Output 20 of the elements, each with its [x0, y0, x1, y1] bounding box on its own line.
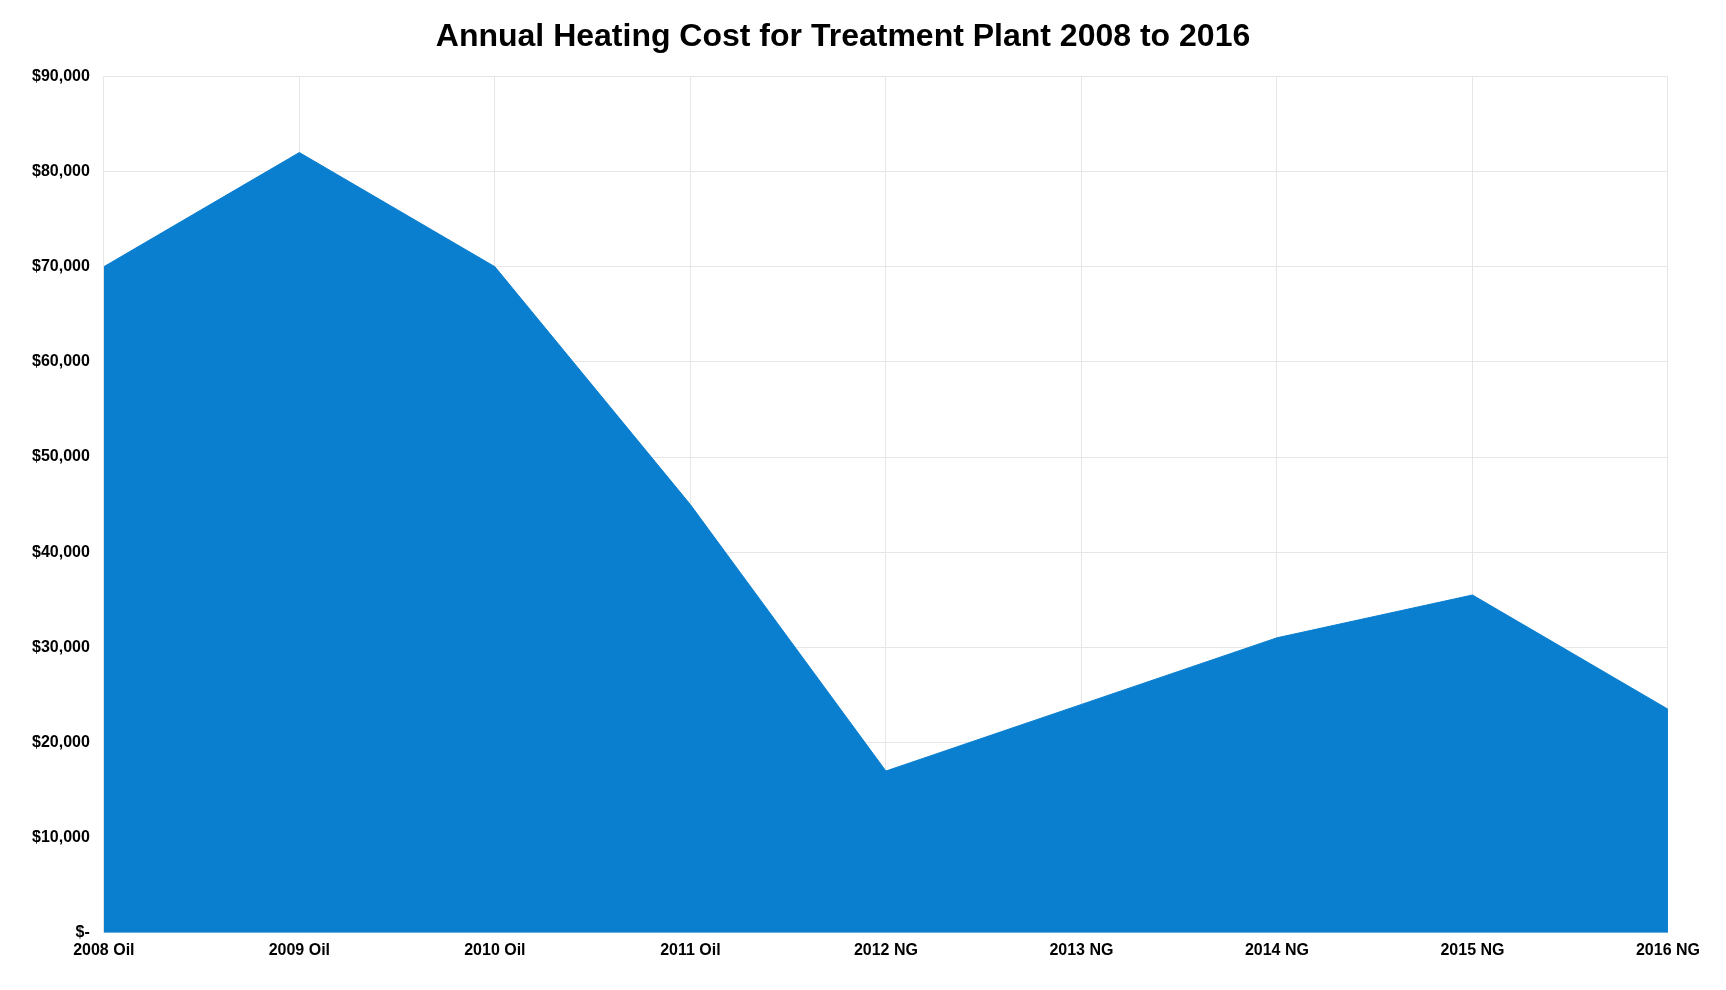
y-tick-label: $50,000 — [31, 447, 90, 465]
x-tick-label: 2008 Oil — [73, 940, 135, 958]
y-tick-label: $60,000 — [31, 352, 90, 370]
x-tick-label: 2016 NG — [1635, 940, 1700, 958]
x-tick-label: 2015 NG — [1440, 940, 1505, 958]
y-tick-label: $90,000 — [31, 66, 90, 84]
x-tick-label: 2011 Oil — [660, 940, 721, 958]
y-tick-label: $30,000 — [31, 637, 90, 655]
y-tick-label: $10,000 — [31, 828, 90, 846]
x-tick-label: 2010 Oil — [464, 940, 526, 958]
x-tick-label: 2014 NG — [1244, 940, 1309, 958]
y-tick-label: $40,000 — [31, 542, 90, 560]
y-tick-label: $20,000 — [31, 732, 90, 750]
y-tick-label: $70,000 — [31, 257, 90, 275]
x-tick-label: 2013 NG — [1049, 940, 1114, 958]
y-tick-label: $80,000 — [31, 161, 90, 179]
x-tick-label: 2009 Oil — [268, 940, 331, 958]
x-tick-label: 2012 NG — [853, 940, 918, 958]
y-tick-label: $- — [75, 923, 90, 941]
chart-title: Annual Heating Cost for Treatment Plant 2008 to 2016 — [435, 17, 1251, 54]
